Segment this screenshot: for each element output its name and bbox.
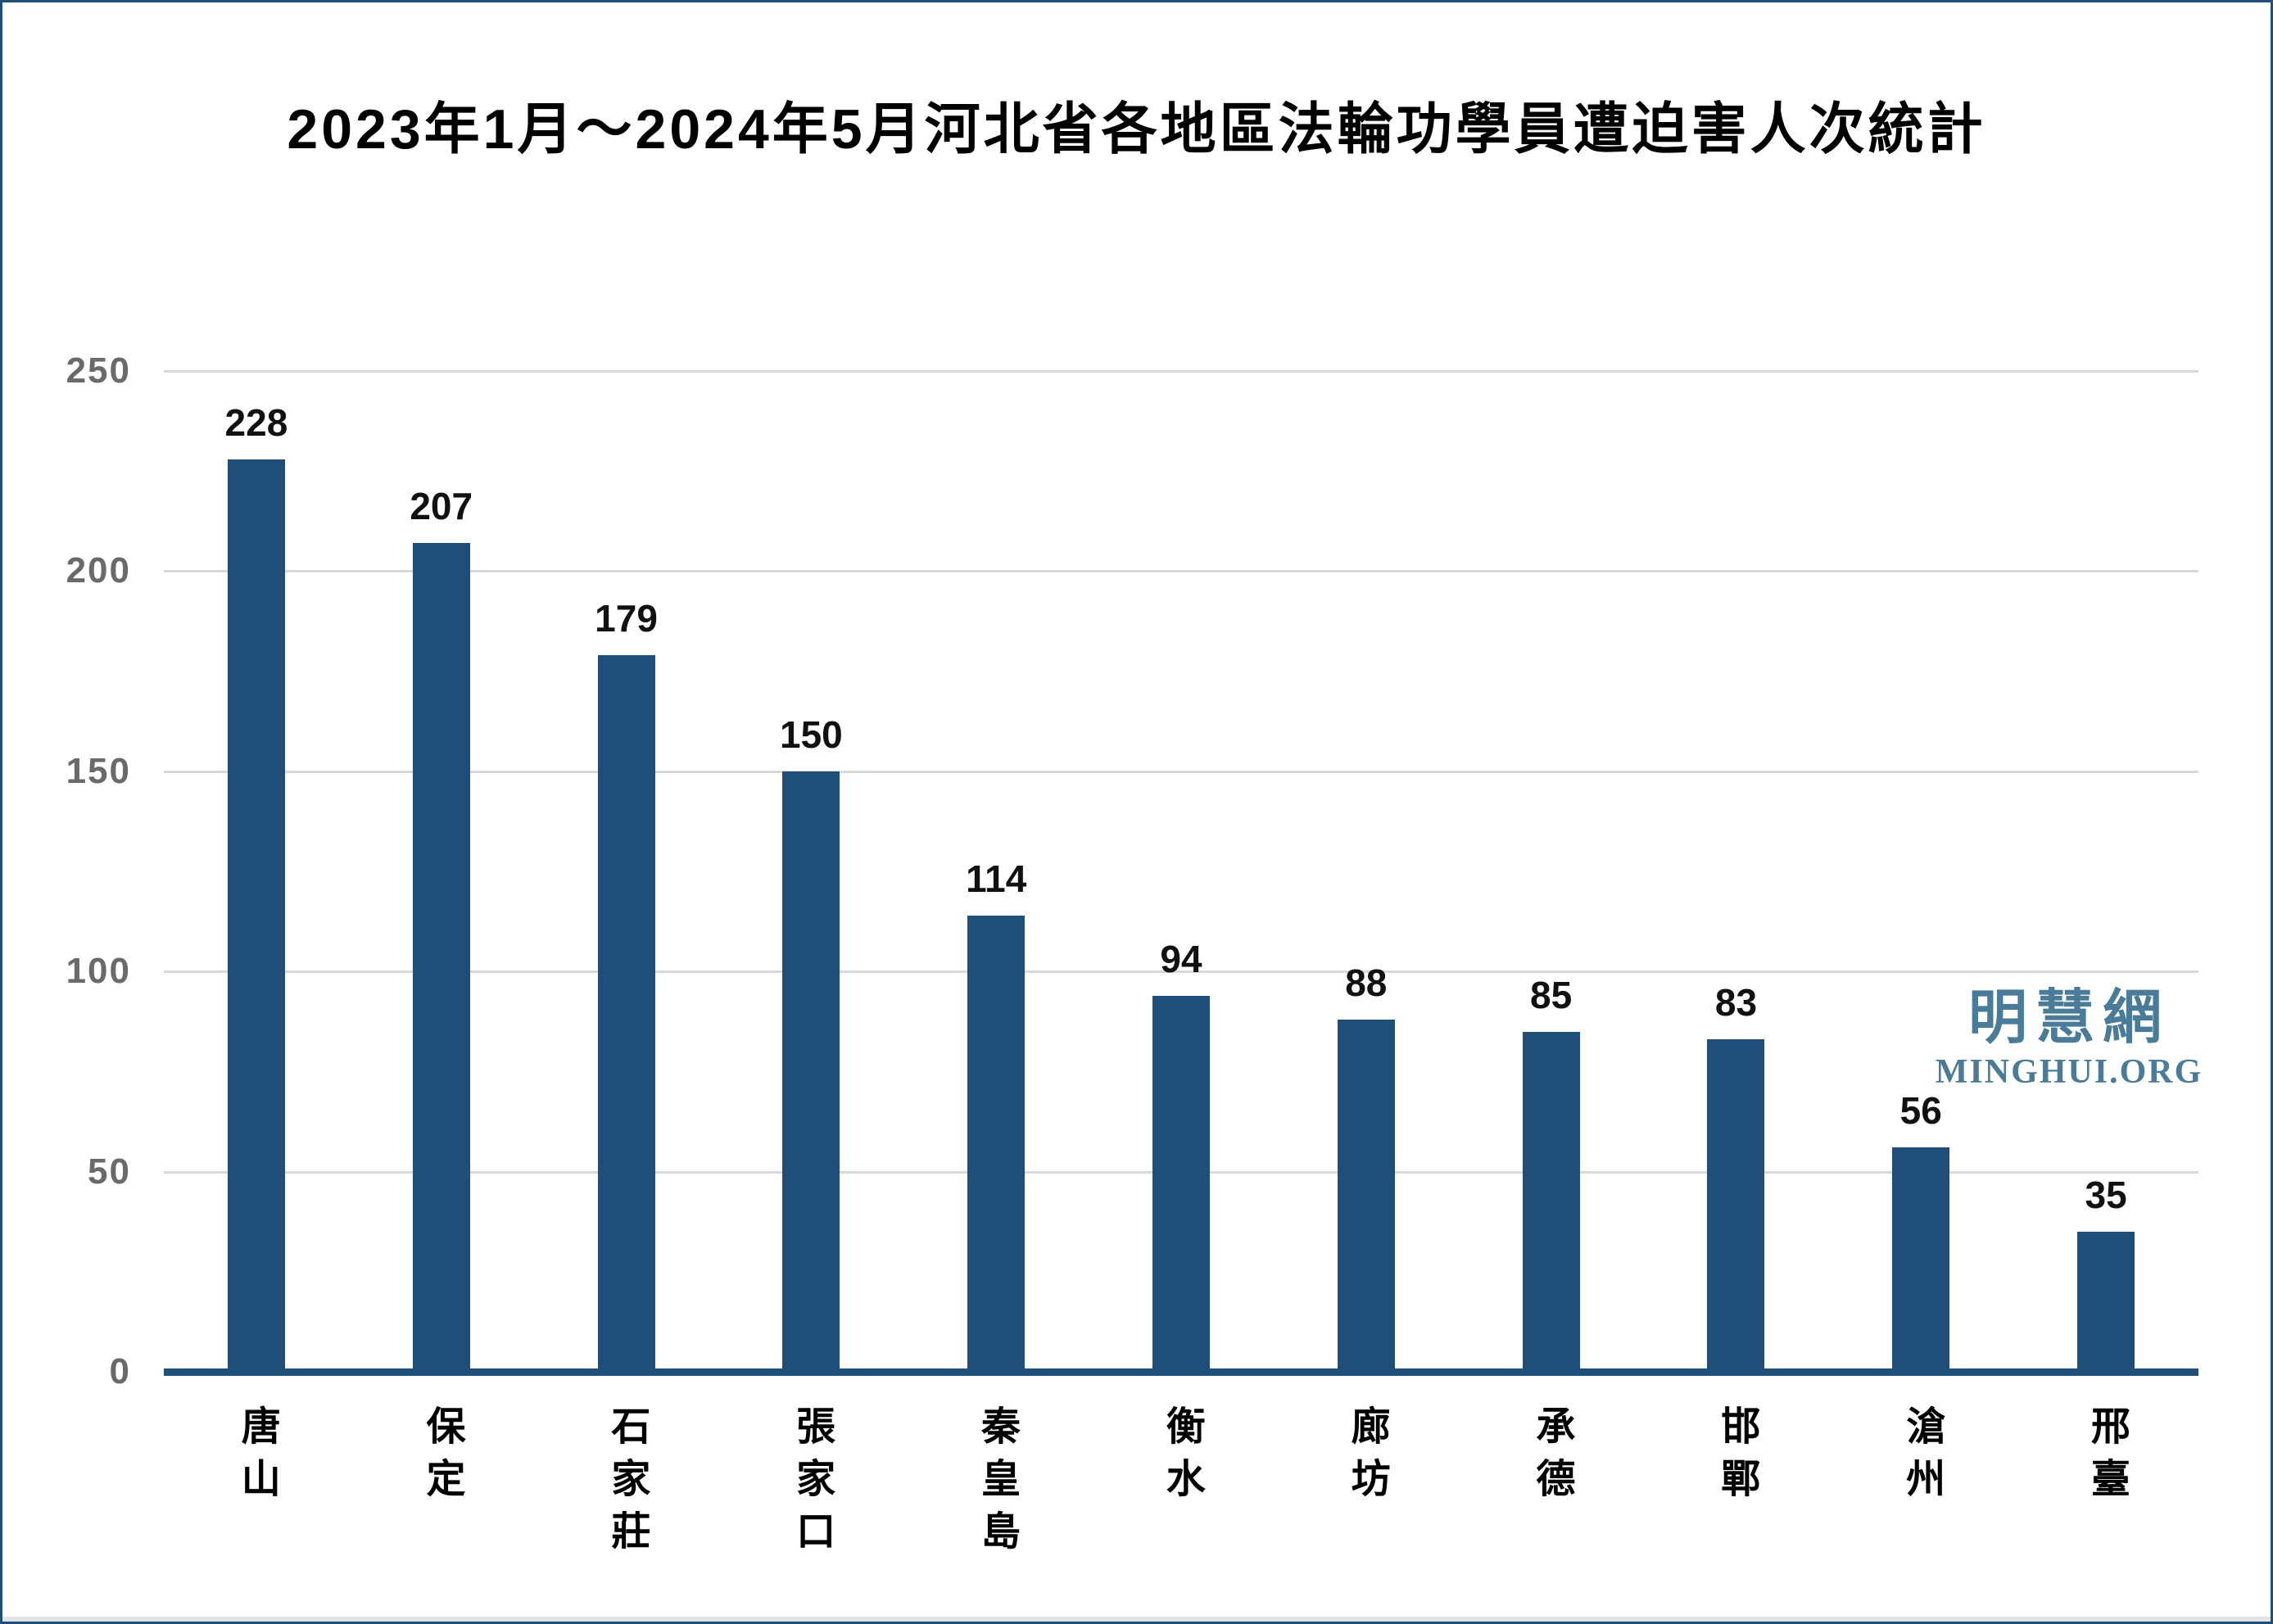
bar-4 bbox=[782, 771, 840, 1372]
bar-value-label: 94 bbox=[1160, 937, 1202, 980]
bar-value-label: 150 bbox=[779, 712, 843, 756]
bar-3 bbox=[597, 655, 655, 1372]
bar-1 bbox=[227, 459, 285, 1372]
gridline bbox=[164, 370, 2198, 373]
minghui-watermark: 明慧網 MINGHUI.ORG bbox=[1909, 983, 2230, 1091]
y-axis-tick-label: 50 bbox=[88, 1151, 131, 1192]
bar-value-label: 207 bbox=[410, 485, 473, 528]
bar-value-label: 88 bbox=[1345, 961, 1388, 1004]
bar-5 bbox=[967, 915, 1026, 1372]
bar-value-label: 179 bbox=[595, 597, 658, 640]
gridline bbox=[164, 570, 2198, 573]
bar-value-label: 83 bbox=[1714, 981, 1758, 1025]
bar-9 bbox=[1707, 1039, 1765, 1372]
watermark-url-text: MINGHUI.ORG bbox=[1935, 1053, 2203, 1091]
x-axis-category-label: 唐山 bbox=[234, 1405, 278, 1510]
bar-value-label: 85 bbox=[1530, 973, 1573, 1016]
x-axis-category-label: 石家莊 bbox=[604, 1405, 649, 1563]
x-axis-category-label: 張家口 bbox=[790, 1405, 834, 1563]
y-axis-tick-label: 150 bbox=[66, 750, 131, 791]
bar-10 bbox=[1892, 1147, 1950, 1372]
bar-6 bbox=[1152, 995, 1210, 1372]
gridline bbox=[164, 770, 2198, 773]
y-axis-tick-label: 250 bbox=[66, 351, 131, 391]
watermark-chinese-text: 明慧網 bbox=[1967, 985, 2170, 1051]
y-axis-tick-label: 100 bbox=[66, 951, 131, 992]
x-axis-category-label: 承德 bbox=[1529, 1405, 1573, 1510]
bar-7 bbox=[1337, 1019, 1395, 1372]
y-axis-tick-label: 200 bbox=[66, 550, 131, 591]
bar-8 bbox=[1522, 1031, 1580, 1372]
y-axis-tick-label: 0 bbox=[109, 1351, 131, 1391]
bottom-shade-line bbox=[2, 1617, 2271, 1622]
x-axis-line bbox=[164, 1368, 2198, 1376]
bar-value-label: 114 bbox=[966, 857, 1027, 900]
bar-value-label: 35 bbox=[2085, 1173, 2127, 1216]
gridline bbox=[164, 970, 2198, 974]
bar-2 bbox=[412, 543, 470, 1372]
chart-title: 2023年1月～2024年5月河北省各地區法輪功學員遭迫害人次統計 bbox=[287, 98, 1986, 161]
bar-value-label: 228 bbox=[224, 400, 288, 444]
bar-11 bbox=[2077, 1231, 2135, 1372]
x-axis-category-label: 邢臺 bbox=[2084, 1405, 2128, 1510]
x-axis-category-label: 邯鄲 bbox=[1714, 1405, 1759, 1510]
x-axis-category-label: 保定 bbox=[419, 1405, 464, 1510]
x-axis-category-label: 衡水 bbox=[1159, 1405, 1203, 1510]
x-axis-category-label: 滄州 bbox=[1899, 1405, 1944, 1510]
bar-value-label: 56 bbox=[1899, 1089, 1942, 1133]
x-axis-category-label: 秦皇島 bbox=[974, 1405, 1018, 1563]
x-axis-category-label: 廊坊 bbox=[1344, 1405, 1388, 1510]
